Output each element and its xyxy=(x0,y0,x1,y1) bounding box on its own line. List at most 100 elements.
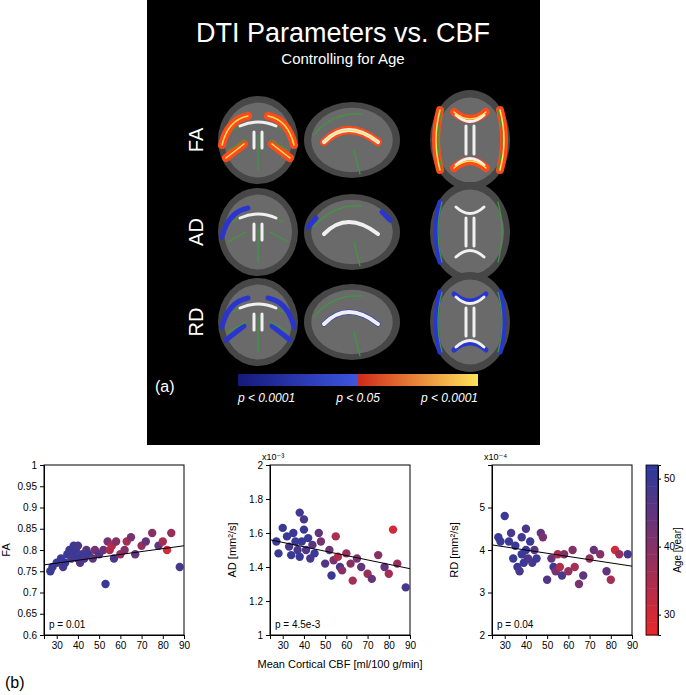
y-tick-mark xyxy=(488,508,492,509)
colorbar-title: Age [year] xyxy=(672,527,683,573)
colorbar-cell xyxy=(646,546,658,551)
white-matter xyxy=(261,132,264,148)
y-tick: 0.75 xyxy=(18,566,44,577)
x-tick-mark xyxy=(346,635,347,639)
stat-overlay-peak xyxy=(268,116,294,145)
brain-row xyxy=(218,182,510,282)
y-tick: 0.95 xyxy=(18,481,44,492)
x-tick: 30 xyxy=(278,635,290,651)
y-tick-mark xyxy=(266,601,270,602)
age-colorbar: 304050Age [year] xyxy=(646,465,683,636)
data-point xyxy=(317,537,325,545)
data-point xyxy=(530,546,538,554)
p-colorbar-label: p < 0.05 xyxy=(335,391,380,405)
data-point xyxy=(507,529,515,537)
data-point xyxy=(315,529,323,537)
x-tick-label: 80 xyxy=(384,640,396,651)
wm-skeleton xyxy=(257,227,258,262)
x-tick-label: 90 xyxy=(405,640,417,651)
x-tick: 70 xyxy=(137,635,149,651)
data-point xyxy=(74,542,82,550)
scatter-chart: 304050607080902345RD [mm²/s]x10⁻⁴p = 0.0… xyxy=(448,452,683,651)
x-tick: 80 xyxy=(606,635,618,651)
x-tick-mark xyxy=(389,635,390,639)
y-tick-mark xyxy=(266,533,270,534)
panel-label: (b) xyxy=(5,674,25,691)
x-tick-label: 30 xyxy=(52,640,64,651)
white-matter xyxy=(456,341,484,348)
data-point xyxy=(167,529,175,537)
y-tick: 2 xyxy=(479,630,492,641)
p-value: p = 0.04 xyxy=(497,619,534,630)
x-tick-label: 40 xyxy=(73,640,85,651)
data-point xyxy=(112,537,120,545)
data-point xyxy=(159,537,167,545)
brain-row xyxy=(218,272,510,372)
x-axis-line xyxy=(493,636,633,640)
y-tick-mark xyxy=(266,635,270,636)
x-tick-mark xyxy=(57,635,58,639)
scatter-chart: 304050607080900.60.650.70.750.80.850.90.… xyxy=(0,460,190,651)
white-matter xyxy=(253,132,256,148)
white-matter xyxy=(240,122,276,126)
colorbar-cell xyxy=(646,482,658,487)
wm-skeleton xyxy=(257,135,258,170)
wm-skeleton xyxy=(354,242,360,266)
data-point xyxy=(389,525,397,533)
data-point xyxy=(579,571,587,579)
y-tick: 1.4 xyxy=(249,562,270,573)
y-axis: 2345 xyxy=(479,466,492,641)
data-point xyxy=(300,525,308,533)
data-point xyxy=(526,537,534,545)
colorbar-cell xyxy=(646,627,658,632)
colorbar-tick-label: 30 xyxy=(664,609,676,620)
data-point xyxy=(539,533,547,541)
y-tick-mark xyxy=(488,635,492,636)
data-point xyxy=(385,570,393,578)
y-axis-line xyxy=(266,466,271,636)
colorbar-cell xyxy=(646,584,658,589)
colorbar-cell xyxy=(646,465,658,470)
y-tick-label: 0.9 xyxy=(23,502,37,513)
white-matter xyxy=(456,251,484,258)
white-matter xyxy=(473,218,476,246)
y-tick-mark xyxy=(40,465,44,466)
colorbar-cell xyxy=(646,542,658,547)
x-tick-mark xyxy=(142,635,143,639)
data-point xyxy=(596,550,604,558)
y-tick-label: 0.8 xyxy=(23,545,37,556)
stat-overlay-peak xyxy=(500,110,504,170)
fit-line xyxy=(44,546,184,565)
x-tick: 60 xyxy=(563,635,575,651)
stat-overlay xyxy=(324,312,378,324)
wm-skeleton xyxy=(257,317,258,352)
colorbar-cell xyxy=(646,486,658,491)
data-point xyxy=(522,525,530,533)
x-tick: 80 xyxy=(158,635,170,651)
y-tick-label: 1.2 xyxy=(249,596,263,607)
panel-title: DTI Parameters vs. CBF xyxy=(196,18,490,48)
x-tick-mark xyxy=(632,635,633,639)
x-tick: 60 xyxy=(341,635,353,651)
y-multiplier: x10⁻⁴ xyxy=(484,452,507,462)
brain-tissue xyxy=(224,195,292,270)
x-tick: 30 xyxy=(500,635,512,651)
wm-skeleton xyxy=(233,215,283,223)
x-tick: 70 xyxy=(585,635,597,651)
white-matter xyxy=(473,308,476,336)
colorbar-cell xyxy=(646,529,658,534)
fit-line xyxy=(492,545,632,566)
colorbar-tick-mark xyxy=(658,615,661,616)
white-matter xyxy=(324,312,378,324)
y-tick-label: 0.75 xyxy=(18,566,38,577)
data-point xyxy=(624,550,632,558)
data-point xyxy=(556,563,564,571)
colorbar-cell xyxy=(646,614,658,619)
white-matter xyxy=(253,314,256,330)
x-tick-label: 60 xyxy=(341,640,353,651)
brain-tissue xyxy=(224,103,292,178)
panel-subtitle: Controlling for Age xyxy=(281,50,404,67)
row-label: AD xyxy=(185,218,207,246)
colorbar-tick-mark xyxy=(658,479,661,480)
data-point xyxy=(402,583,410,591)
